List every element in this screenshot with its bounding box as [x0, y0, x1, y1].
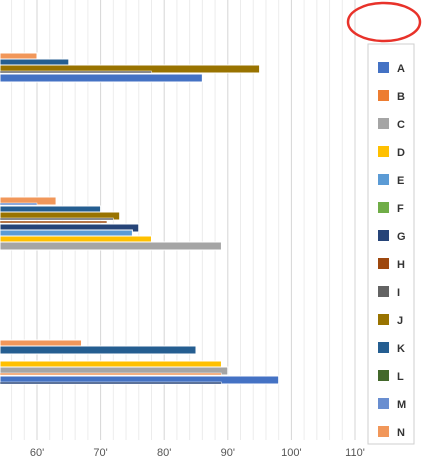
legend-label-K: K — [397, 343, 405, 355]
x-axis-tick-labels: 60' 70' 80' 90' 100' 110' — [30, 447, 365, 459]
legend-label-M: M — [397, 399, 406, 411]
x-tick-label: 100' — [281, 447, 301, 459]
legend-swatch-M — [378, 398, 389, 409]
bar-N — [0, 372, 222, 376]
legend-label-H: H — [397, 259, 405, 271]
legend: A B C D E F G H I J K L M N — [367, 43, 415, 445]
legend-swatch-A — [378, 62, 389, 73]
bars — [0, 52, 280, 385]
legend-swatch-K — [378, 342, 389, 353]
legend-label-J: J — [397, 315, 403, 327]
legend-swatch-J — [378, 314, 389, 325]
bar-K — [0, 345, 197, 355]
legend-label-A: A — [397, 63, 405, 75]
legend-swatch-B — [378, 90, 389, 101]
bar-H — [0, 220, 108, 224]
legend-label-D: D — [397, 147, 405, 159]
bar-C — [0, 241, 222, 251]
x-tick-label: 80' — [157, 447, 171, 459]
legend-swatch-G — [378, 230, 389, 241]
x-tick-label: 110' — [345, 447, 365, 459]
legend-swatch-C — [378, 118, 389, 129]
legend-label-C: C — [397, 119, 405, 131]
bar-I — [0, 217, 114, 221]
legend-swatch-I — [378, 286, 389, 297]
legend-label-G: G — [397, 231, 406, 243]
legend-swatch-E — [378, 174, 389, 185]
legend-label-E: E — [397, 175, 404, 187]
legend-swatch-H — [378, 258, 389, 269]
legend-swatch-N — [378, 426, 389, 437]
legend-label-B: B — [397, 91, 405, 103]
legend-label-N: N — [397, 427, 405, 439]
x-tick-label: 70' — [93, 447, 107, 459]
legend-swatch-L — [378, 370, 389, 381]
highlight-circle-annotation — [346, 1, 422, 43]
bar-I — [0, 70, 152, 74]
bar-G — [0, 381, 222, 385]
legend-label-F: F — [397, 203, 404, 215]
legend-swatch-F — [378, 202, 389, 213]
legend-swatch-D — [378, 146, 389, 157]
legend-label-I: I — [397, 287, 400, 299]
legend-label-L: L — [397, 371, 404, 383]
x-tick-label: 90' — [221, 447, 235, 459]
legend-box — [367, 43, 415, 445]
bar-A — [0, 73, 203, 83]
bar-M — [0, 202, 38, 206]
x-tick-label: 60' — [30, 447, 44, 459]
